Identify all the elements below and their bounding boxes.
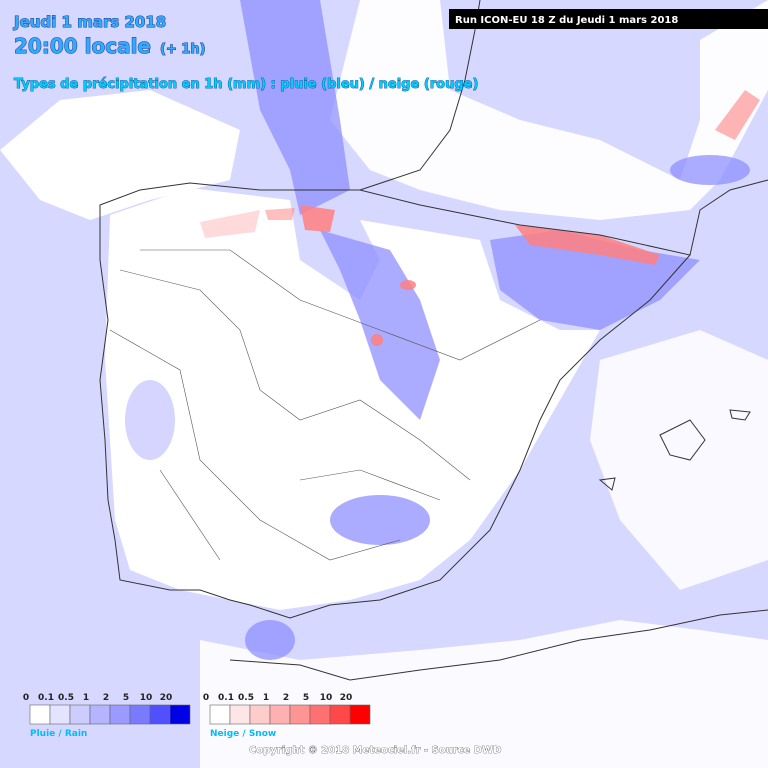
- rain-legend-box: [89, 704, 111, 725]
- time: 20:00 locale: [14, 34, 151, 58]
- time-offset: (+ 1h): [160, 42, 206, 57]
- run-info: Run ICON-EU 18 Z du Jeudi 1 mars 2018: [455, 15, 678, 26]
- snow-legend-box: [249, 704, 271, 725]
- snow-legend-box: [329, 704, 351, 725]
- rain-legend-tick: 1: [83, 693, 89, 703]
- snow-legend-tick: 0.5: [238, 693, 254, 703]
- rain-legend-tick: 10: [140, 693, 153, 703]
- snow-legend-box: [209, 704, 231, 725]
- rain-legend-box: [109, 704, 131, 725]
- snow-legend-box: [309, 704, 331, 725]
- legends: 0 0.1 0.5 1 2 5 10 20 Pluie / Rain 0 0.1 0.5 1 2 5 10 20…: [23, 693, 371, 739]
- rain-legend-box: [169, 704, 191, 725]
- snow-legend-tick: 5: [303, 693, 309, 703]
- snow-legend-label: Neige / Snow: [210, 729, 276, 739]
- snow-legend-box: [349, 704, 371, 725]
- snow-legend-tick: 10: [320, 693, 333, 703]
- subtitle: Types de précipitation en 1h (mm) : plui…: [14, 77, 478, 92]
- rain-legend-box: [129, 704, 151, 725]
- date: Jeudi 1 mars 2018: [13, 13, 166, 31]
- snow-legend-box: [269, 704, 291, 725]
- snow-legend-tick: 0.1: [218, 693, 234, 703]
- rain-legend-tick: 0: [23, 693, 29, 703]
- snow-legend-tick: 1: [263, 693, 269, 703]
- rain-legend-tick: 5: [123, 693, 129, 703]
- rain-legend-box: [29, 704, 51, 725]
- snow-legend-tick: 2: [283, 693, 289, 703]
- rain-legend-tick: 2: [103, 693, 109, 703]
- rain-legend-box: [69, 704, 91, 725]
- snow-legend-box: [229, 704, 251, 725]
- snow-legend-tick: 0: [203, 693, 209, 703]
- run-box: [449, 9, 768, 29]
- rain-legend-box: [149, 704, 171, 725]
- rain-legend-tick: 0.5: [58, 693, 74, 703]
- rain-legend-tick: 0.1: [38, 693, 54, 703]
- snow-legend-tick: 20: [340, 693, 353, 703]
- rain-legend-tick: 20: [160, 693, 173, 703]
- copyright: Copyright © 2018 Meteociel.fr - Source D…: [249, 745, 501, 756]
- rain-legend-label: Pluie / Rain: [30, 729, 87, 739]
- snow-areas: [200, 90, 760, 346]
- rain-legend-box: [49, 704, 71, 725]
- snow-legend-box: [289, 704, 311, 725]
- borders: [109, 249, 541, 561]
